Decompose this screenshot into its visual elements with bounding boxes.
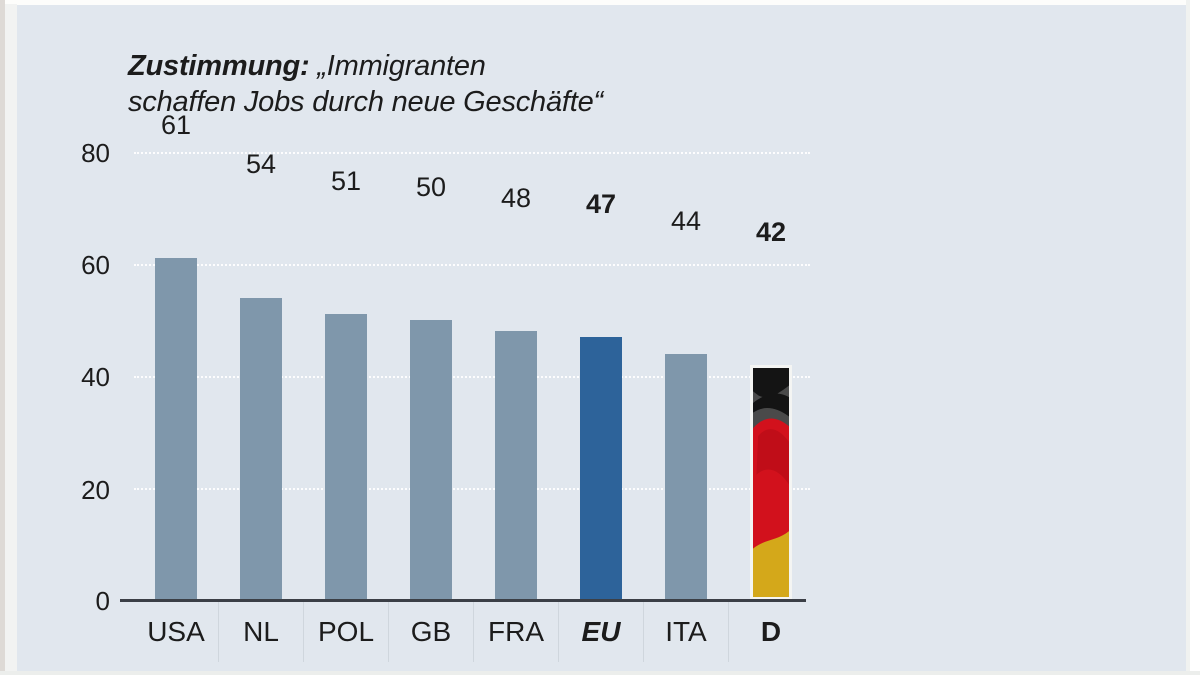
x-tick-label-d: D [760,616,782,647]
y-tick-label-0: 0 [95,586,110,616]
chart-title-quote-start: „Immigranten [309,50,486,82]
x-tick-label-gb: GB [410,616,452,647]
bar-gb [410,320,452,600]
category-separator [728,602,729,662]
frame-edge-bottom [0,671,1200,675]
bar-value-fra: 48 [500,183,532,213]
bar-usa [155,258,197,600]
x-tick-label-ita: ITA [665,616,707,647]
german-flag-icon [753,367,789,597]
frame-edge-top [0,0,1200,5]
bar-fra [495,331,537,600]
bar-nl [240,297,282,600]
chart-title-line-1: Zustimmung: „Immigranten [128,48,788,84]
bar-value-d: 42 [755,217,787,247]
bar-eu [580,336,622,600]
bar-value-nl: 54 [245,149,277,179]
bar-pol [325,314,367,600]
chart-title: Zustimmung: „Immigranten schaffen Jobs d… [128,48,788,120]
x-tick-label-usa: USA [147,616,205,647]
x-tick-label-eu: EU [581,616,621,647]
gridline-60 [134,264,810,266]
category-separator [473,602,474,662]
bar-value-eu: 47 [585,189,617,219]
bar-value-gb: 50 [415,172,447,202]
frame-edge-left-inner [5,4,17,675]
frame-edge-right-outer [1190,0,1200,675]
bar-value-usa: 61 [160,110,192,140]
y-tick-label-60: 60 [81,250,110,280]
x-tick-label-nl: NL [243,616,279,647]
bar-value-ita: 44 [670,206,702,236]
y-tick-label-80: 80 [81,138,110,168]
category-separator [643,602,644,662]
x-tick-label-pol: POL [317,616,375,647]
gridline-80 [134,152,810,154]
category-separator [218,602,219,662]
category-separator [558,602,559,662]
y-tick-label-20: 20 [81,475,110,505]
bar-germany [750,364,792,600]
x-axis: USA NL POL GB FRA EU ITA D [120,602,806,664]
chart-title-line-2: schaffen Jobs durch neue Geschäfte“ [128,86,604,118]
x-tick-label-fra: FRA [488,616,544,647]
gridline-20 [134,488,810,490]
chart-title-label: Zustimmung: [128,50,310,82]
gridline-40 [134,376,810,378]
bar-ita [665,353,707,600]
frame-edge-left [0,0,5,675]
category-separator [303,602,304,662]
y-tick-label-40: 40 [81,362,110,392]
bar-value-pol: 51 [330,166,362,196]
frame-edge-right [1186,0,1190,675]
x-axis-baseline [120,599,806,602]
plot-area: 61 54 51 50 48 47 44 42 [120,112,810,600]
category-separator [388,602,389,662]
